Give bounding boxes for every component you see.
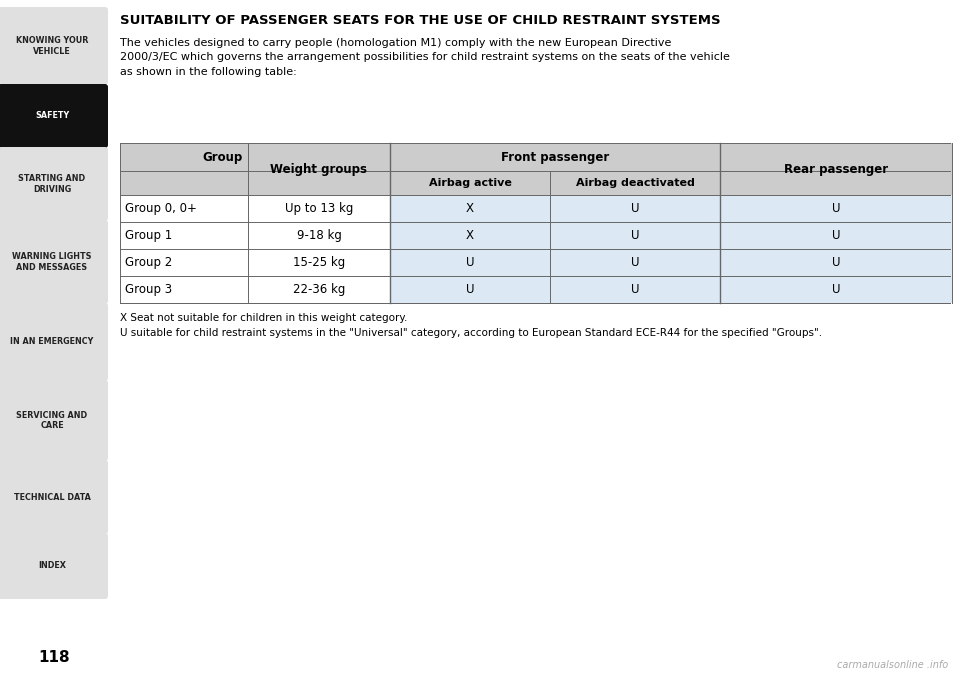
Bar <box>248 276 390 303</box>
FancyBboxPatch shape <box>0 220 108 304</box>
Bar <box>720 171 952 195</box>
Text: Group: Group <box>203 151 243 163</box>
Text: U: U <box>631 202 639 215</box>
Bar <box>720 276 952 303</box>
Text: Up to 13 kg: Up to 13 kg <box>285 202 353 215</box>
Text: SUITABILITY OF PASSENGER SEATS FOR THE USE OF CHILD RESTRAINT SYSTEMS: SUITABILITY OF PASSENGER SEATS FOR THE U… <box>120 14 721 27</box>
Text: Group 1: Group 1 <box>125 229 172 242</box>
Text: U: U <box>631 256 639 269</box>
Bar <box>120 171 248 195</box>
Bar <box>720 249 952 276</box>
FancyBboxPatch shape <box>0 84 108 148</box>
Text: U: U <box>631 229 639 242</box>
Text: U: U <box>831 283 840 296</box>
Text: U suitable for child restraint systems in the "Universal" category, according to: U suitable for child restraint systems i… <box>120 328 822 338</box>
Text: IN AN EMERGENCY: IN AN EMERGENCY <box>11 338 94 346</box>
Bar <box>390 276 550 303</box>
Text: 15-25 kg: 15-25 kg <box>293 256 346 269</box>
Text: INDEX: INDEX <box>38 561 66 570</box>
Bar <box>550 249 720 276</box>
Text: U: U <box>831 229 840 242</box>
Bar <box>390 222 550 249</box>
Text: 9-18 kg: 9-18 kg <box>297 229 342 242</box>
FancyBboxPatch shape <box>0 303 108 381</box>
Bar <box>390 249 550 276</box>
FancyBboxPatch shape <box>0 147 108 221</box>
Text: U: U <box>831 256 840 269</box>
Text: KNOWING YOUR
VEHICLE: KNOWING YOUR VEHICLE <box>15 37 88 56</box>
FancyBboxPatch shape <box>0 460 108 534</box>
Bar <box>550 143 720 171</box>
Bar <box>550 276 720 303</box>
Text: Airbag deactivated: Airbag deactivated <box>576 178 694 188</box>
Text: Group 2: Group 2 <box>125 256 172 269</box>
Bar <box>550 195 720 222</box>
Bar <box>248 171 390 195</box>
Text: Group 3: Group 3 <box>125 283 172 296</box>
Text: 22-36 kg: 22-36 kg <box>293 283 346 296</box>
Bar <box>550 222 720 249</box>
FancyBboxPatch shape <box>0 533 108 599</box>
Bar <box>950 143 952 171</box>
Text: carmanualsonline .info: carmanualsonline .info <box>837 660 948 670</box>
Text: U: U <box>831 202 840 215</box>
Bar <box>120 143 248 171</box>
Bar <box>390 171 550 195</box>
Bar <box>390 143 550 171</box>
Bar <box>248 143 390 171</box>
FancyBboxPatch shape <box>0 380 108 461</box>
Bar <box>120 222 248 249</box>
Text: STARTING AND
DRIVING: STARTING AND DRIVING <box>18 174 85 194</box>
Text: U: U <box>466 283 474 296</box>
Bar <box>720 222 952 249</box>
Text: 118: 118 <box>38 650 70 666</box>
Text: U: U <box>466 256 474 269</box>
FancyBboxPatch shape <box>0 7 108 85</box>
Text: SAFETY: SAFETY <box>35 111 69 121</box>
Text: X Seat not suitable for children in this weight category.: X Seat not suitable for children in this… <box>120 313 407 323</box>
Bar <box>120 276 248 303</box>
Bar <box>950 171 952 195</box>
Text: X: X <box>466 229 474 242</box>
Text: Airbag active: Airbag active <box>428 178 512 188</box>
Text: SERVICING AND
CARE: SERVICING AND CARE <box>16 411 87 431</box>
Bar <box>248 195 390 222</box>
Bar <box>120 195 248 222</box>
Text: Front passenger: Front passenger <box>501 151 610 163</box>
Bar <box>248 222 390 249</box>
Bar <box>248 249 390 276</box>
Bar <box>390 195 550 222</box>
Bar <box>720 195 952 222</box>
Bar <box>550 171 720 195</box>
Text: WARNING LIGHTS
AND MESSAGES: WARNING LIGHTS AND MESSAGES <box>12 252 92 272</box>
Text: X: X <box>466 202 474 215</box>
Text: TECHNICAL DATA: TECHNICAL DATA <box>13 492 90 502</box>
Bar <box>720 143 952 171</box>
Text: Rear passenger: Rear passenger <box>784 163 888 176</box>
Text: Group 0, 0+: Group 0, 0+ <box>125 202 197 215</box>
Text: U: U <box>631 283 639 296</box>
Text: The vehicles designed to carry people (homologation M1) comply with the new Euro: The vehicles designed to carry people (h… <box>120 38 730 77</box>
Bar <box>120 249 248 276</box>
Text: Weight groups: Weight groups <box>271 163 368 176</box>
